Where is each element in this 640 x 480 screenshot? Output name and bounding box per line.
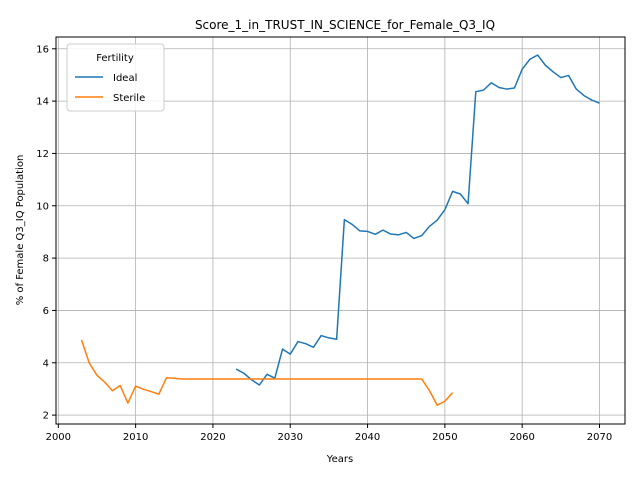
y-axis: 2 4 6 8 10 12 14 16: [36, 44, 56, 422]
y-axis-label: % of Female Q3_IQ Population: [15, 155, 26, 306]
x-axis: 2000 2010 2020 2030 2040 2050 2060 2070: [46, 424, 612, 443]
x-tick-label: 2020: [200, 432, 225, 443]
chart-title: Score_1_in_TRUST_IN_SCIENCE_for_Female_Q…: [195, 18, 495, 32]
x-tick-label: 2040: [355, 432, 380, 443]
y-tick-label: 10: [36, 201, 49, 212]
x-tick-label: 2060: [509, 432, 534, 443]
y-tick-label: 12: [36, 149, 49, 160]
y-tick-label: 16: [36, 44, 49, 55]
y-tick-label: 14: [36, 97, 49, 108]
legend-box: [66, 43, 165, 112]
x-tick-label: 2000: [46, 432, 71, 443]
grid: [56, 37, 625, 424]
legend: Fertility Ideal Sterile: [66, 43, 165, 112]
series-line-sterile: [80, 339, 454, 406]
y-tick-label: 2: [43, 411, 49, 422]
x-tick-label: 2070: [587, 432, 612, 443]
x-tick-label: 2030: [278, 432, 303, 443]
legend-label-sterile: Sterile: [113, 93, 145, 104]
legend-title: Fertility: [96, 53, 134, 64]
x-tick-label: 2050: [432, 432, 457, 443]
series-line-ideal: [235, 54, 600, 386]
y-tick-label: 4: [43, 358, 49, 369]
y-tick-label: 8: [43, 254, 49, 265]
legend-label-ideal: Ideal: [113, 73, 137, 84]
series-layer: [80, 54, 600, 406]
y-tick-label: 6: [43, 306, 49, 317]
plot-frame: [55, 36, 626, 425]
x-tick-label: 2010: [123, 432, 148, 443]
x-axis-label: Years: [326, 454, 353, 465]
